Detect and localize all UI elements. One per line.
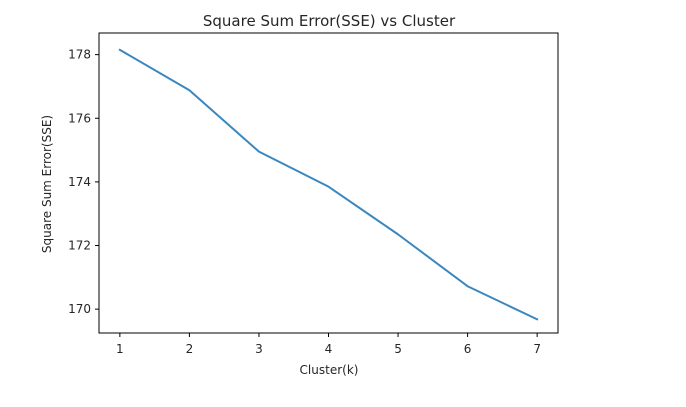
y-tick-label: 170: [68, 302, 91, 316]
y-axis-title: Square Sum Error(SSE): [40, 115, 54, 253]
x-axis-title: Cluster(k): [300, 363, 359, 377]
plot-area: [118, 48, 539, 321]
chart-title: Square Sum Error(SSE) vs Cluster: [203, 12, 456, 30]
x-tick-label: 7: [533, 342, 541, 356]
sse-series-line: [118, 48, 539, 321]
y-axis-ticks: 170 172 174 176 178: [68, 48, 99, 316]
x-tick-label: 3: [255, 342, 263, 356]
x-tick-label: 4: [325, 342, 333, 356]
x-tick-label: 1: [116, 342, 124, 356]
y-tick-label: 176: [68, 111, 91, 125]
x-tick-label: 6: [464, 342, 472, 356]
plot-frame: [98, 32, 559, 334]
y-tick-label: 174: [68, 175, 91, 189]
x-axis-ticks: 1 2 3 4 5 6 7: [116, 333, 541, 356]
y-tick-label: 172: [68, 239, 91, 253]
x-tick-label: 5: [394, 342, 402, 356]
x-tick-label: 2: [186, 342, 194, 356]
y-tick-label: 178: [68, 48, 91, 62]
